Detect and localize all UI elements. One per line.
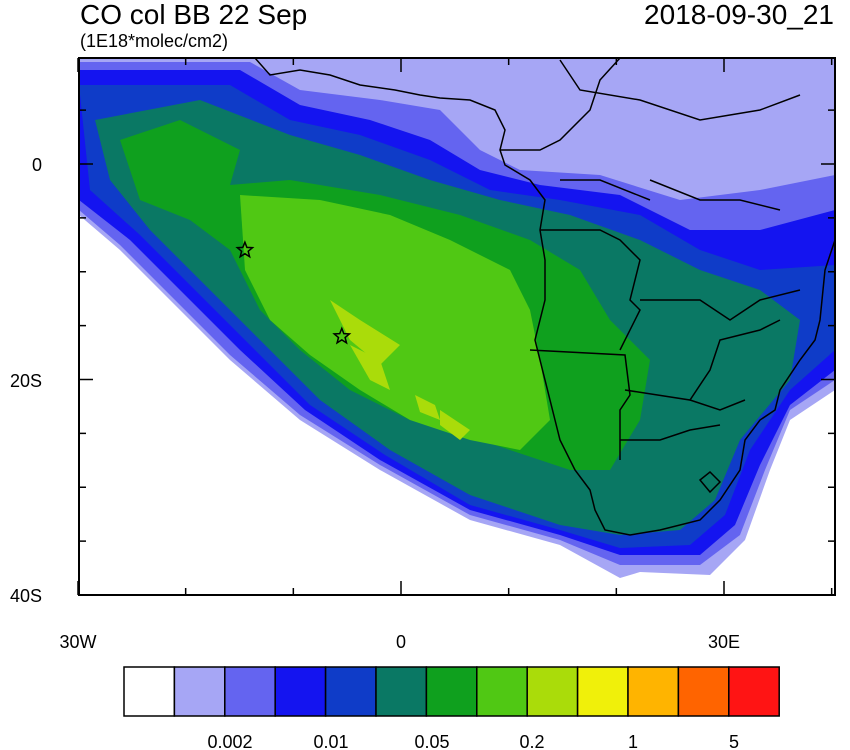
lat-label-40s: 40S: [10, 586, 42, 606]
colorbar-swatch: [425, 666, 478, 717]
lat-label-0: 0: [32, 155, 42, 175]
colorbar-swatch: [224, 666, 276, 717]
units-label: (1E18*molec/cm2): [80, 31, 229, 51]
station-markers: [235, 240, 352, 345]
colorbar-swatch: [173, 666, 226, 717]
colorbar-swatch: [627, 666, 680, 717]
axis-ticks: [77, 58, 835, 596]
coastlines: [254, 58, 835, 536]
colorbar-swatch: [677, 666, 730, 717]
colorbar-label-005: 0.05: [414, 732, 449, 750]
lat-label-20s: 20S: [10, 371, 42, 391]
star-marker: [235, 240, 255, 259]
colorbar-swatch: [375, 666, 428, 717]
plot-frame: [78, 57, 836, 596]
colorbar-swatch: [526, 666, 579, 717]
colorbar-swatch: [123, 666, 176, 717]
lon-label-30w: 30W: [59, 632, 96, 652]
timestamp: 2018-09-30_21: [644, 0, 834, 30]
colorbar-label-0002: 0.002: [207, 732, 252, 750]
colorbar-label-001: 0.01: [313, 732, 348, 750]
colorbar: [123, 666, 780, 717]
colorbar-swatch: [576, 666, 629, 717]
colorbar-swatch: [476, 666, 528, 717]
colorbar-label-1: 1: [628, 732, 638, 750]
star-marker: [332, 326, 352, 345]
lon-label-30e: 30E: [708, 632, 740, 652]
map-title: CO col BB 22 Sep: [80, 0, 308, 30]
co-plume: [79, 58, 835, 578]
colorbar-swatch: [274, 666, 327, 717]
colorbar-swatch: [324, 666, 377, 717]
lon-label-0: 0: [396, 632, 406, 652]
colorbar-swatch: [728, 666, 780, 717]
colorbar-label-02: 0.2: [519, 732, 544, 750]
colorbar-label-5: 5: [729, 732, 739, 750]
